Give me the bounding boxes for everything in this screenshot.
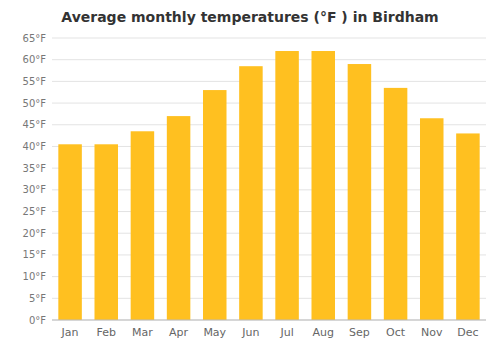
bar — [94, 144, 118, 320]
y-tick-label: 25°F — [23, 206, 47, 217]
x-tick-label: Dec — [457, 326, 478, 339]
x-tick-label: Apr — [169, 326, 189, 339]
bar — [58, 144, 82, 320]
bar — [275, 51, 299, 320]
x-tick-label: Sep — [349, 326, 370, 339]
grid-line — [52, 81, 486, 82]
y-tick-label: 0°F — [29, 315, 46, 326]
bar — [311, 51, 335, 320]
x-tick-label: May — [203, 326, 226, 339]
bar — [348, 64, 372, 320]
chart: 0°F 5°F 10°F 15°F 20°F 25°F 30°F 35°F 40°F 45°F 50… — [0, 0, 500, 350]
x-tick-label: Aug — [313, 326, 334, 339]
bar — [384, 88, 408, 320]
y-tick-label: 35°F — [23, 163, 47, 174]
x-tick-label: Jul — [279, 326, 293, 339]
bar — [456, 133, 480, 320]
x-tick-label: Jun — [241, 326, 259, 339]
x-tick-label: Jan — [61, 326, 79, 339]
y-tick-label: 60°F — [23, 54, 47, 65]
grid-line — [52, 103, 486, 104]
y-tick-label: 40°F — [23, 141, 47, 152]
x-tick-label: Oct — [386, 326, 406, 339]
y-tick-label: 55°F — [23, 76, 47, 87]
x-axis-line — [52, 320, 486, 321]
y-tick-label: 65°F — [23, 33, 47, 44]
bar — [167, 116, 191, 320]
x-tick-label: Feb — [97, 326, 116, 339]
x-tick-label: Mar — [132, 326, 153, 339]
y-tick-label: 15°F — [23, 249, 47, 260]
y-tick-label: 30°F — [23, 184, 47, 195]
grid-line — [52, 320, 486, 321]
grid-line — [52, 38, 486, 39]
bar — [203, 90, 227, 320]
title: Average monthly temperatures (°F ) in Bi… — [61, 9, 438, 25]
bar — [420, 118, 444, 320]
bar — [239, 66, 263, 320]
bars — [58, 51, 479, 320]
y-axis: 0°F 5°F 10°F 15°F 20°F 25°F 30°F 35°F 40°F 45°F 50… — [23, 33, 47, 326]
x-axis: Jan Feb Mar Apr May Jun Jul Aug Sep Oct Nov Dec — [61, 326, 479, 339]
y-tick-label: 50°F — [23, 98, 47, 109]
grid-line — [52, 59, 486, 60]
y-tick-label: 10°F — [23, 271, 47, 282]
y-tick-label: 20°F — [23, 228, 47, 239]
page: {"chart_data": {"type": "bar", "title": … — [0, 0, 500, 350]
y-tick-label: 45°F — [23, 119, 47, 130]
grid — [52, 38, 486, 320]
bar — [131, 131, 155, 320]
x-tick-label: Nov — [421, 326, 443, 339]
y-tick-label: 5°F — [29, 293, 46, 304]
